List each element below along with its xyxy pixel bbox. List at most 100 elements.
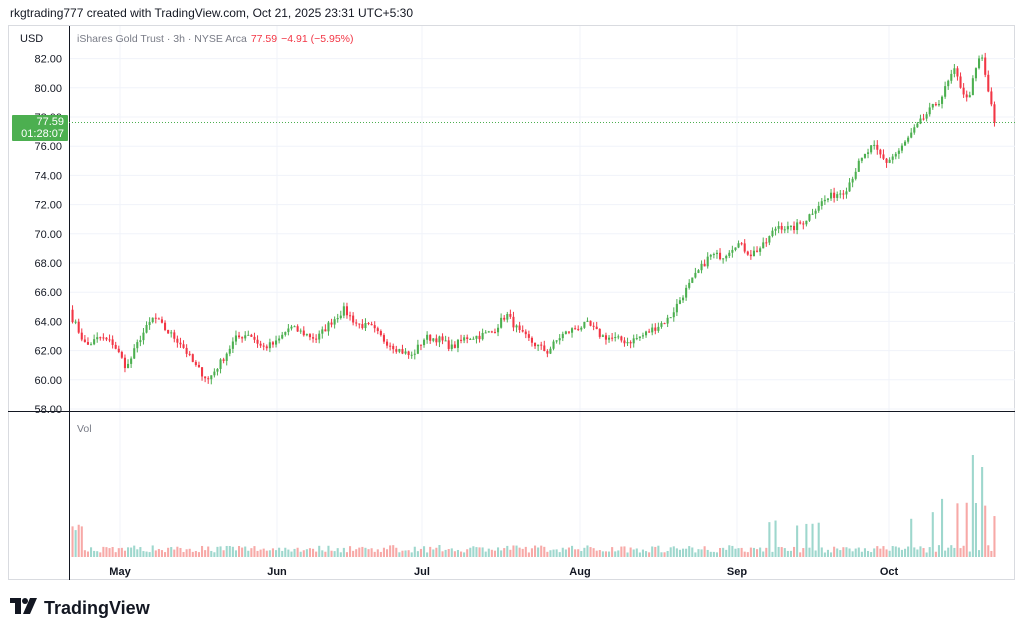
- candle-body: [793, 225, 796, 231]
- chart-frame[interactable]: [8, 25, 1015, 580]
- volume-bar: [805, 523, 808, 557]
- volume-bar: [910, 518, 913, 557]
- volume-bar: [318, 545, 321, 557]
- currency-label: USD: [20, 33, 44, 45]
- volume-bar: [891, 546, 894, 557]
- candle-body: [860, 157, 863, 161]
- volume-bar: [77, 524, 80, 557]
- volume-bar: [71, 526, 74, 557]
- volume-bar: [682, 548, 685, 557]
- volume-bar: [796, 525, 799, 557]
- candle-body: [953, 68, 956, 74]
- candle-body: [826, 198, 829, 200]
- candle-body: [759, 248, 762, 252]
- volume-bar: [839, 550, 842, 557]
- candle-body: [370, 323, 373, 326]
- volume-bar: [142, 551, 145, 557]
- candle-body: [302, 330, 305, 336]
- volume-bar: [238, 546, 241, 557]
- candle-body: [392, 345, 395, 350]
- volume-bar: [614, 551, 617, 557]
- candle-body: [398, 349, 401, 352]
- volume-bar: [96, 551, 99, 557]
- volume-bar: [546, 551, 549, 557]
- candle-body: [944, 86, 947, 97]
- volume-bar: [974, 503, 977, 557]
- candle-body: [530, 337, 533, 343]
- candle-body: [848, 182, 851, 192]
- volume-bar: [928, 547, 931, 557]
- volume-bar: [567, 547, 570, 557]
- candle-body: [623, 340, 626, 344]
- candle-body: [250, 334, 253, 337]
- volume-bar: [493, 550, 496, 557]
- volume-bar: [330, 550, 333, 557]
- volume-bar: [201, 545, 204, 557]
- volume-bar: [219, 546, 222, 557]
- volume-bar: [752, 547, 755, 557]
- candlesticks: [71, 52, 996, 385]
- volume-bar: [669, 547, 672, 557]
- candle-body: [549, 348, 552, 354]
- volume-bar: [302, 550, 305, 557]
- tradingview-logo[interactable]: TradingView: [10, 597, 150, 618]
- volume-bar: [675, 548, 678, 557]
- volume-bar: [882, 546, 885, 557]
- volume-bar: [802, 548, 805, 557]
- symbol-legend[interactable]: iShares Gold Trust · 3h · NYSE Arca 77.59…: [77, 33, 354, 45]
- volume-bar: [136, 549, 139, 557]
- candle-body: [472, 338, 475, 340]
- volume-bar: [518, 547, 521, 557]
- candle-body: [910, 132, 913, 138]
- candle-body: [238, 335, 241, 338]
- candle-body: [719, 252, 722, 260]
- candle-body: [817, 205, 820, 211]
- candle-body: [598, 329, 601, 337]
- volume-bar: [299, 551, 302, 557]
- candle-body: [857, 160, 860, 172]
- candle-body: [342, 306, 345, 316]
- volume-bar: [823, 552, 826, 557]
- candle-body: [111, 339, 114, 345]
- volume-bar: [771, 551, 774, 557]
- volume-bar: [404, 550, 407, 557]
- candle-body: [894, 153, 897, 157]
- volume-bar: [854, 548, 857, 557]
- candle-body: [265, 346, 268, 349]
- candle-body: [990, 91, 993, 105]
- candle-body: [907, 137, 910, 142]
- candle-body: [90, 344, 93, 346]
- candle-body: [663, 323, 666, 325]
- volume-bar: [626, 552, 629, 557]
- candle-body: [654, 327, 657, 331]
- candle-body: [191, 354, 194, 362]
- candle-body: [133, 348, 136, 359]
- candle-body: [947, 80, 950, 87]
- candle-body: [262, 345, 265, 347]
- candle-body: [432, 338, 435, 341]
- candle-body: [503, 317, 506, 320]
- volume-bar: [783, 548, 786, 557]
- volume-bar: [256, 550, 259, 557]
- volume-bar: [478, 547, 481, 557]
- volume-bar: [583, 547, 586, 557]
- volume-bar: [651, 546, 654, 557]
- candle-body: [460, 339, 463, 341]
- candle-body: [984, 57, 987, 75]
- candle-body: [114, 344, 117, 349]
- volume-bar: [978, 550, 981, 557]
- volume-bar: [916, 549, 919, 557]
- candle-body: [321, 329, 324, 334]
- candle-body: [120, 351, 123, 358]
- volume-bar: [234, 550, 237, 557]
- volume-bar: [416, 551, 419, 557]
- candle-body: [453, 344, 456, 348]
- price-tick-label: 68.00: [34, 258, 62, 270]
- volume-bar: [435, 547, 438, 557]
- volume-bar: [700, 549, 703, 557]
- candle-body: [188, 353, 191, 355]
- volume-bar: [857, 547, 860, 557]
- candle-body: [737, 243, 740, 248]
- candle-body: [241, 337, 244, 339]
